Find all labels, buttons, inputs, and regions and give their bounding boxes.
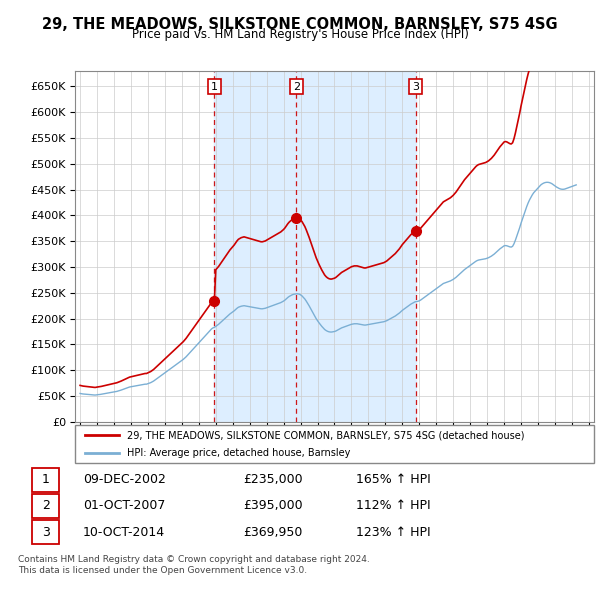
Text: 2: 2: [293, 81, 300, 91]
Text: 123% ↑ HPI: 123% ↑ HPI: [356, 526, 431, 539]
FancyBboxPatch shape: [75, 425, 594, 463]
Text: 10-OCT-2014: 10-OCT-2014: [83, 526, 165, 539]
Text: 1: 1: [211, 81, 218, 91]
FancyBboxPatch shape: [32, 468, 59, 491]
Text: Contains HM Land Registry data © Crown copyright and database right 2024.: Contains HM Land Registry data © Crown c…: [18, 555, 370, 563]
Text: 09-DEC-2002: 09-DEC-2002: [83, 473, 166, 486]
Text: 112% ↑ HPI: 112% ↑ HPI: [356, 499, 431, 513]
Text: £395,000: £395,000: [244, 499, 303, 513]
Text: Price paid vs. HM Land Registry's House Price Index (HPI): Price paid vs. HM Land Registry's House …: [131, 28, 469, 41]
Text: 2: 2: [41, 499, 50, 513]
Text: 29, THE MEADOWS, SILKSTONE COMMON, BARNSLEY, S75 4SG (detached house): 29, THE MEADOWS, SILKSTONE COMMON, BARNS…: [127, 430, 524, 440]
Text: 3: 3: [412, 81, 419, 91]
Text: HPI: Average price, detached house, Barnsley: HPI: Average price, detached house, Barn…: [127, 448, 350, 458]
FancyBboxPatch shape: [32, 520, 59, 544]
Bar: [296, 71, 416, 422]
Text: £235,000: £235,000: [244, 473, 303, 486]
Text: This data is licensed under the Open Government Licence v3.0.: This data is licensed under the Open Gov…: [18, 566, 307, 575]
Text: 3: 3: [41, 526, 50, 539]
Text: £369,950: £369,950: [244, 526, 303, 539]
FancyBboxPatch shape: [32, 494, 59, 518]
Text: 165% ↑ HPI: 165% ↑ HPI: [356, 473, 431, 486]
Bar: [214, 71, 296, 422]
Text: 01-OCT-2007: 01-OCT-2007: [83, 499, 165, 513]
Text: 1: 1: [41, 473, 50, 486]
Text: 29, THE MEADOWS, SILKSTONE COMMON, BARNSLEY, S75 4SG: 29, THE MEADOWS, SILKSTONE COMMON, BARNS…: [42, 17, 558, 31]
